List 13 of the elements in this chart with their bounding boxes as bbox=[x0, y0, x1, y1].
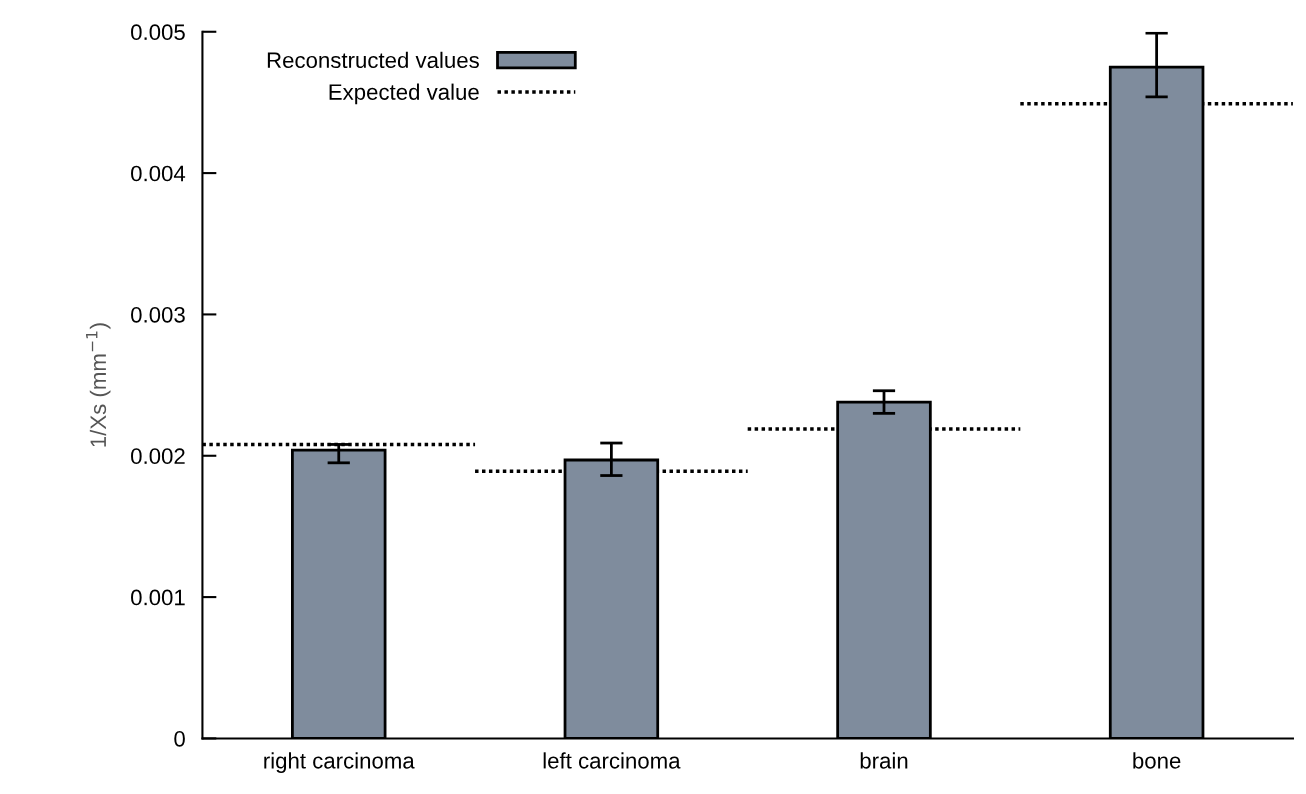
legend-label: Expected value bbox=[329, 83, 479, 105]
y-tick-label: 0.004 bbox=[131, 165, 186, 182]
x-tick-label: brain bbox=[860, 752, 908, 769]
x-tick-label: bone bbox=[1133, 752, 1181, 769]
legend-label: Reconstructed values bbox=[267, 51, 479, 69]
x-tick-label: left carcinoma bbox=[543, 752, 681, 769]
y-tick-label: 0.001 bbox=[131, 589, 185, 606]
y-tick-label: 0.005 bbox=[131, 24, 185, 41]
y-tick-label: 0.003 bbox=[131, 306, 185, 323]
y-axis-title: 1/Xs (mm$^{−1}$) bbox=[86, 323, 111, 447]
x-tick-label: right carcinoma bbox=[264, 752, 415, 774]
y-tick-label: 0 bbox=[174, 730, 185, 747]
y-tick-label: 0.002 bbox=[131, 448, 185, 465]
